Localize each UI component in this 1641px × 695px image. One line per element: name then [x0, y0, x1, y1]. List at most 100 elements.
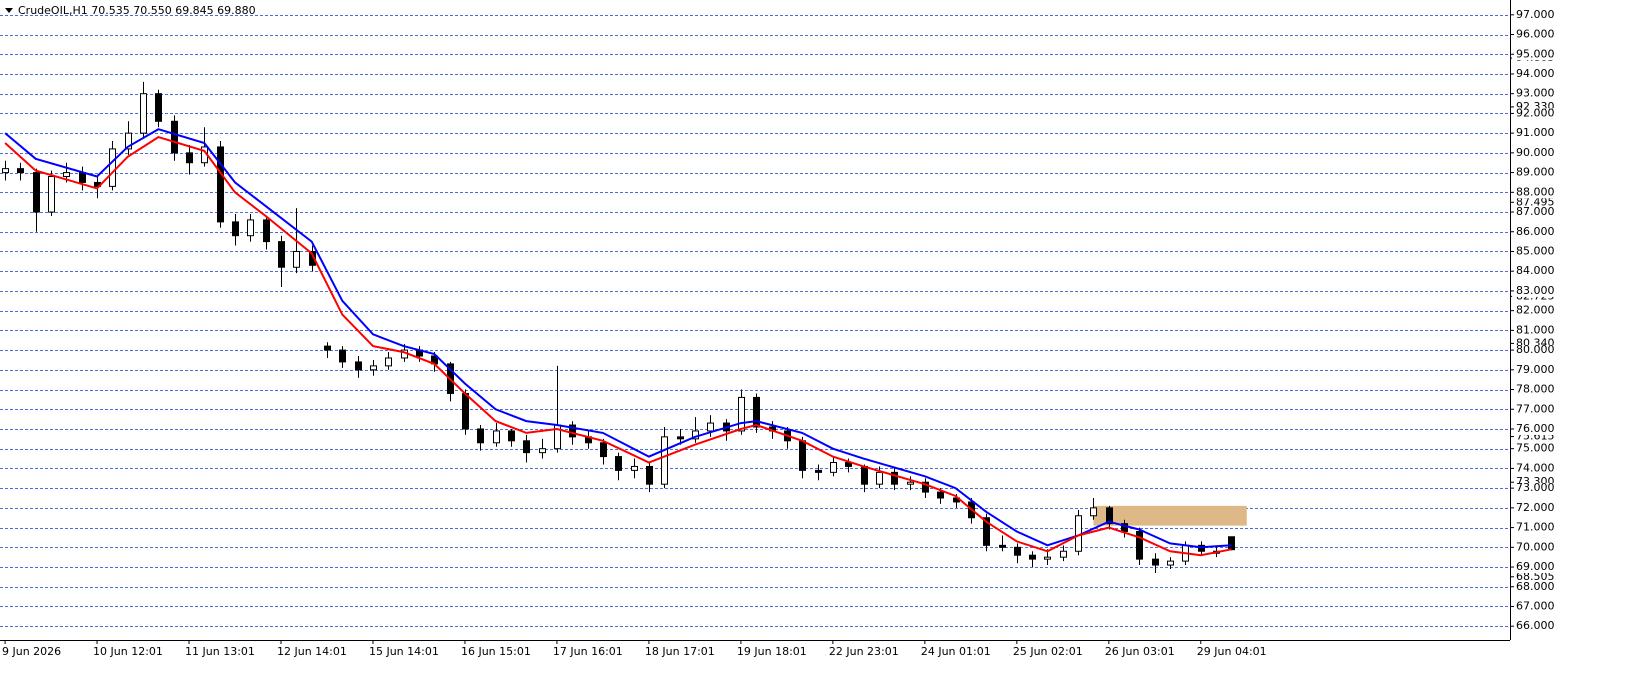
candle-body [370, 365, 377, 371]
x-tick-label: 17 Jun 16:01 [553, 645, 623, 658]
y-label-bg [1512, 88, 1560, 100]
y-label-bg [1512, 246, 1560, 258]
candle-body [937, 491, 944, 499]
y-tick-label: 77.000 [1516, 402, 1555, 415]
x-tick-label: 19 Jun 18:01 [737, 645, 807, 658]
menu-arrow[interactable] [5, 8, 13, 13]
candle-body [171, 120, 178, 154]
candle-body [1014, 546, 1021, 556]
candle-body [907, 481, 914, 485]
line-series [4, 136, 1232, 557]
y-label-bg [1512, 345, 1560, 357]
y-label-bg [1512, 483, 1560, 495]
candle-body [753, 396, 760, 428]
x-tick-label: 12 Jun 14:01 [277, 645, 347, 658]
candle-body [523, 440, 530, 454]
candle-body [339, 349, 346, 363]
y-label-bg [1512, 404, 1560, 416]
candle-body [1029, 554, 1036, 560]
candle-body [1228, 536, 1235, 551]
candle-body [1090, 507, 1097, 517]
y-label-bg [1512, 562, 1560, 574]
candle-body [1060, 550, 1067, 558]
y-tick-label: 83.000 [1516, 284, 1555, 297]
candle-body [140, 93, 147, 134]
candle-body [278, 241, 285, 268]
y-tick-label: 79.000 [1516, 363, 1555, 376]
y-label-bg [1512, 364, 1560, 376]
y-tick-label: 67.000 [1516, 599, 1555, 612]
candle-body [1044, 556, 1051, 560]
y-label-bg [1512, 187, 1560, 199]
y-tick-label: 66.000 [1516, 619, 1555, 632]
candle-body [830, 462, 837, 473]
x-tick-label: 16 Jun 15:01 [461, 645, 531, 658]
y-label-bg [1512, 167, 1560, 179]
candle-body [79, 172, 86, 183]
y-label-bg [1512, 443, 1560, 455]
y-label-bg [1512, 285, 1560, 297]
y-tick-label: 95.000 [1516, 47, 1555, 60]
candle-body [1136, 531, 1143, 560]
candle-body [1152, 558, 1159, 566]
y-label-bg [1512, 305, 1560, 317]
y-tick-label: 88.000 [1516, 185, 1555, 198]
y-tick-label: 70.000 [1516, 540, 1555, 553]
x-tick-label: 26 Jun 03:01 [1105, 645, 1175, 658]
y-label-bg [1512, 108, 1560, 120]
candle-body [125, 132, 132, 150]
y-tick-label: 85.000 [1516, 244, 1555, 257]
y-tick-label: 75.000 [1516, 442, 1555, 455]
y-label-bg [1512, 384, 1560, 396]
candle-body [1167, 560, 1174, 566]
y-tick-label: 90.000 [1516, 146, 1555, 159]
candle-body [17, 168, 24, 174]
y-label-bg [1512, 423, 1560, 435]
y-label-bg [1512, 542, 1560, 554]
candle-body [508, 430, 515, 442]
y-tick-label: 96.000 [1516, 28, 1555, 41]
y-tick-label: 68.000 [1516, 580, 1555, 593]
candle-body [48, 176, 55, 213]
price-label: 87.495 [1516, 195, 1555, 208]
candle-body [677, 436, 684, 440]
candle-body [999, 544, 1006, 548]
y-tick-label: 73.000 [1516, 481, 1555, 494]
y-label-bg [1512, 502, 1560, 514]
y-label-bg [1512, 325, 1560, 337]
x-tick-label: 22 Jun 23:01 [829, 645, 899, 658]
candle-body [799, 440, 806, 471]
y-label-bg [1512, 9, 1560, 21]
y-tick-label: 93.000 [1516, 87, 1555, 100]
y-label-bg [1512, 207, 1560, 219]
candle-body [493, 430, 500, 444]
candle-body [861, 465, 868, 485]
candle-body [815, 469, 822, 473]
candle-body [232, 221, 239, 237]
candle-body [2, 168, 9, 174]
y-tick-label: 74.000 [1516, 461, 1555, 474]
price-label: 68.505 [1516, 570, 1555, 583]
y-tick-label: 76.000 [1516, 422, 1555, 435]
candle-body [631, 465, 638, 471]
candle-body [385, 357, 392, 367]
y-tick-label: 80.000 [1516, 343, 1555, 356]
x-tick-label: 15 Jun 14:01 [369, 645, 439, 658]
y-tick-label: 78.000 [1516, 383, 1555, 396]
y-label-bg [1512, 522, 1560, 534]
candle-body [1106, 507, 1113, 525]
candle-body [293, 250, 300, 268]
candle-body [355, 361, 362, 371]
candle-body [1198, 544, 1205, 552]
candle-body [186, 152, 193, 164]
candle-body [891, 471, 898, 485]
y-tick-label: 84.000 [1516, 264, 1555, 277]
y-label-bg [1512, 601, 1560, 613]
y-tick-label: 91.000 [1516, 126, 1555, 139]
y-label-bg [1512, 581, 1560, 593]
candle-body [63, 172, 70, 178]
candle-body [33, 172, 40, 213]
candle-body [876, 471, 883, 485]
zone [1093, 505, 1247, 526]
